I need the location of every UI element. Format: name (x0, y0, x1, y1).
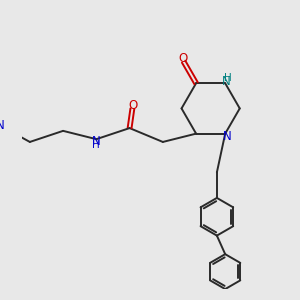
Text: N: N (222, 75, 230, 88)
Text: O: O (128, 99, 137, 112)
Text: N: N (92, 135, 100, 148)
Text: N: N (0, 119, 5, 132)
Text: O: O (178, 52, 188, 65)
Text: H: H (92, 140, 100, 150)
Text: H: H (224, 73, 231, 83)
Text: N: N (223, 130, 232, 143)
